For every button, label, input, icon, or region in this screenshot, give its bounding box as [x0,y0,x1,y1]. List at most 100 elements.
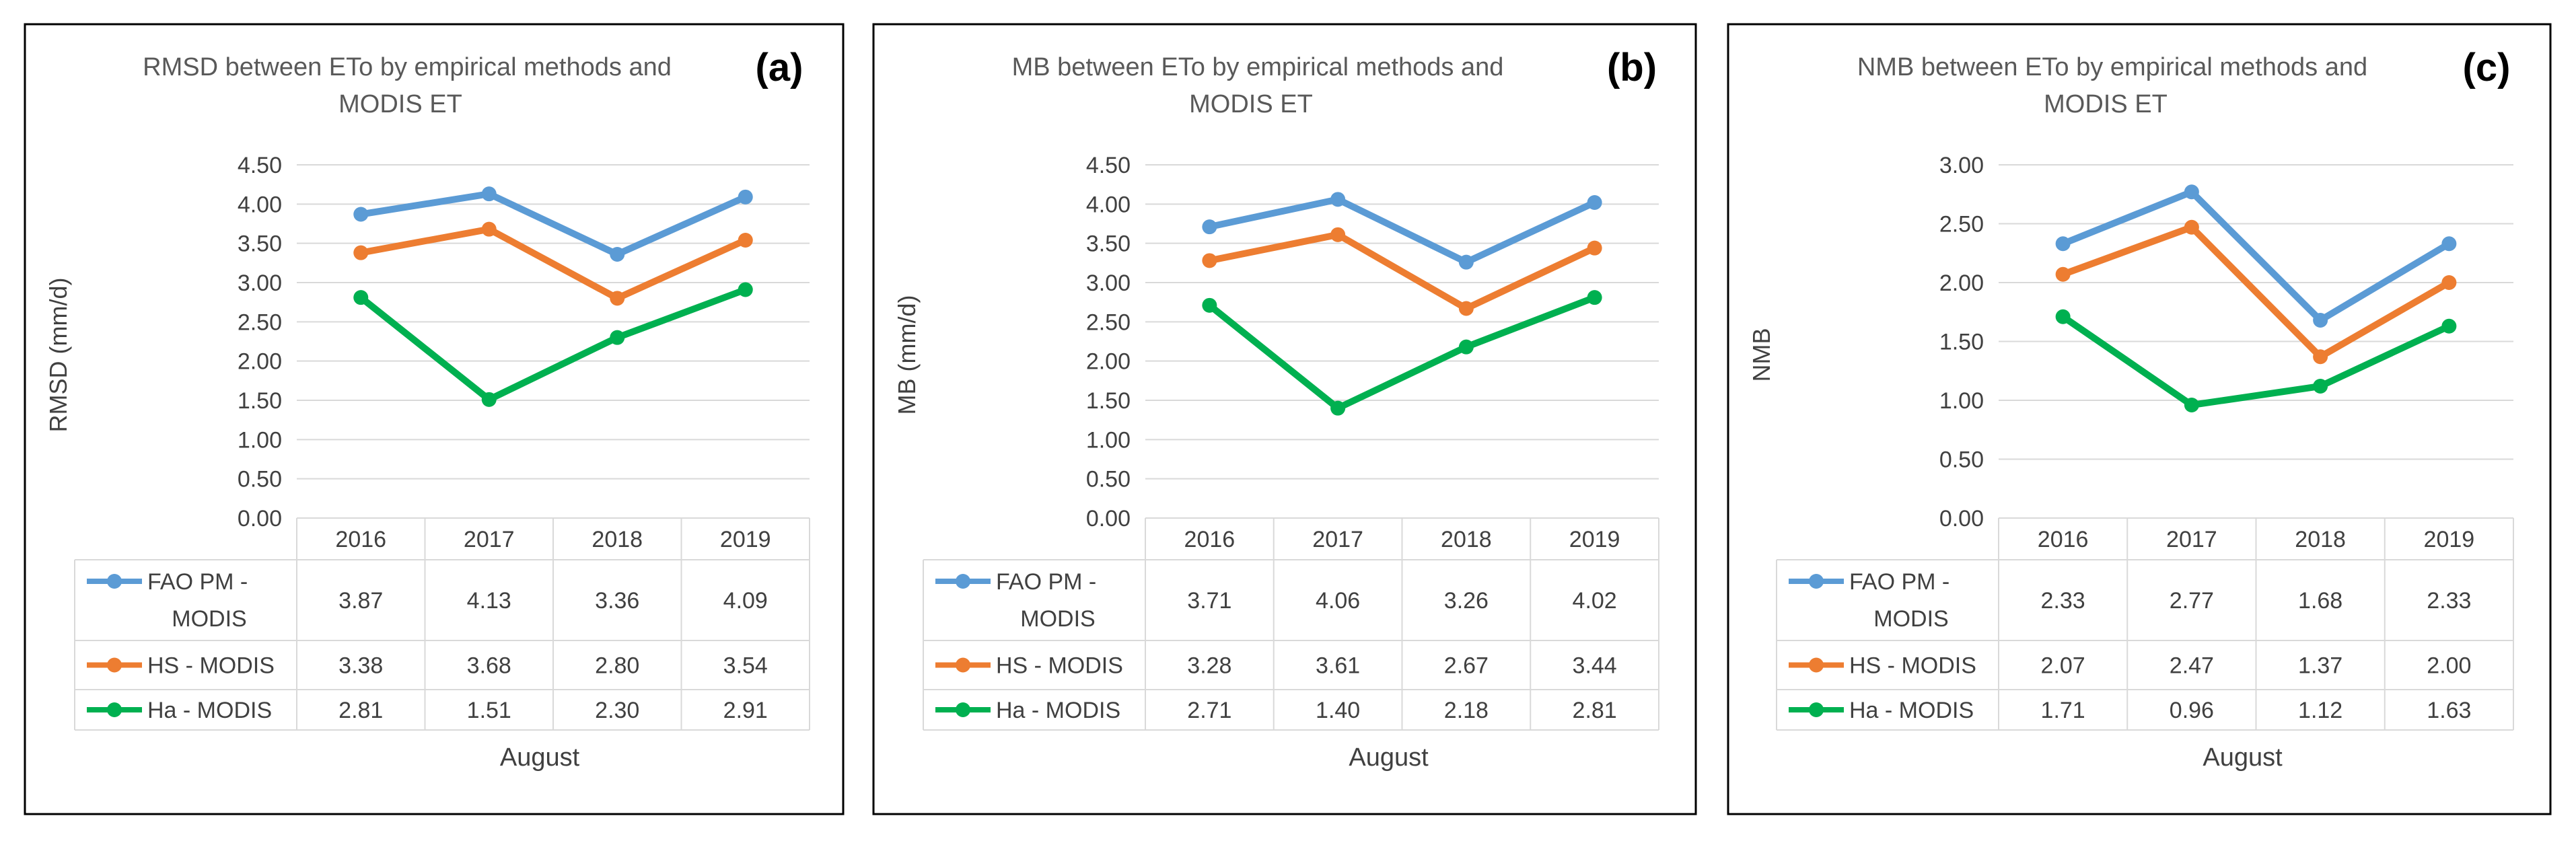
chart-panel-c: NMB between ETo by empirical methods and… [1727,23,2552,815]
data-point [481,392,497,407]
y-tick-label: 2.50 [1939,212,1984,237]
data-point [2441,275,2457,290]
series-3: Ha - MODIS 1.71 0.96 1.12 1.63 [1789,309,2471,723]
data-point [2184,398,2199,412]
legend-key-marker [1809,702,1824,717]
table-value: 2.47 [2170,653,2214,679]
legend-key-marker [956,702,970,717]
legend-key-marker [107,574,122,589]
y-tick-label: 2.00 [238,349,282,375]
legend-label: HS - MODIS [996,653,1123,679]
data-point [1330,192,1346,207]
chart-title-line: MODIS ET [338,90,462,118]
data-point [481,186,497,202]
x-axis-label: August [2203,743,2283,772]
series-2: HS - MODIS 2.07 2.47 1.37 2.00 [1789,219,2471,679]
y-tick-label: 2.50 [1086,309,1131,335]
data-point [1458,301,1474,316]
y-tick-label: 1.00 [238,427,282,453]
y-axis-label: NMB [1748,328,1775,382]
series-line [2059,188,2453,324]
data-point [738,233,753,248]
legend-label: Ha - MODIS [1849,698,1974,723]
y-tick-label: 1.50 [238,388,282,414]
table-value: 0.96 [2170,698,2214,723]
table-value: 2.00 [2427,653,2471,679]
table-value: 3.44 [1573,653,1617,679]
chart-panel-b: MB between ETo by empirical methods and M… [872,23,1697,815]
data-point [2055,266,2071,282]
y-tick-label: 3.00 [1939,153,1984,178]
data-point [1458,339,1474,355]
y-tick-label: 1.00 [1939,388,1984,414]
legend-key-marker [1809,574,1824,589]
x-category-label: 2019 [2424,527,2475,552]
table-value: 3.68 [467,653,511,679]
table-value: 2.81 [1573,698,1617,723]
data-point [1587,290,1602,305]
y-tick-label: 3.00 [238,270,282,296]
legend-label: MODIS [1020,606,1095,632]
y-axis-label: RMSD (mm/d) [44,278,72,433]
x-category-label: 2018 [592,527,643,552]
series-1: FAO PM - MODIS 2.33 2.77 1.68 2.33 [1789,184,2471,632]
table-value: 1.40 [1316,698,1360,723]
table-value: 1.63 [2427,698,2471,723]
data-point [610,330,625,345]
x-category-label: 2016 [1184,527,1236,552]
data-point [2441,236,2457,252]
y-tick-label: 4.00 [238,192,282,217]
data-point [481,221,497,237]
chart-title-line: MB between ETo by empirical methods and [1012,53,1504,81]
x-category-label: 2016 [335,527,386,552]
y-tick-label: 0.50 [1939,447,1984,473]
data-point [1330,227,1346,242]
legend-label: Ha - MODIS [147,698,272,723]
table-value: 2.80 [595,653,639,679]
data-point [2055,236,2071,252]
table-value: 3.54 [723,653,768,679]
table-value: 2.91 [723,698,768,723]
table-value: 2.71 [1187,698,1231,723]
table-value: 3.71 [1187,588,1231,614]
table-value: 1.68 [2298,588,2342,614]
panel-label: (b) [1607,46,1657,89]
y-tick-label: 1.00 [1086,427,1131,453]
legend-label: FAO PM - [1849,569,1949,595]
y-tick-label: 3.50 [238,231,282,257]
table-value: 2.30 [595,698,639,723]
panel-label: (c) [2463,46,2511,89]
series-2: HS - MODIS 3.38 3.68 2.80 3.54 [87,221,768,679]
y-tick-label: 0.50 [1086,467,1131,492]
legend-label: Ha - MODIS [996,698,1120,723]
x-category-label: 2016 [2038,527,2089,552]
legend-label: MODIS [1873,606,1948,632]
data-point [738,282,753,297]
x-category-label: 2017 [1312,527,1363,552]
chart-border [1727,23,2552,815]
data-point [1202,253,1217,268]
data-point [738,189,753,205]
y-tick-label: 2.00 [1939,270,1984,296]
chart-title-line: MODIS ET [1189,90,1313,118]
data-point [1202,297,1217,313]
data-point [2184,184,2199,200]
chart-title-line: RMSD between ETo by empirical methods an… [143,53,672,81]
y-tick-label: 2.50 [238,309,282,335]
table-value: 2.07 [2041,653,2085,679]
x-category-label: 2019 [720,527,771,552]
series-line [1206,231,1598,312]
data-point [1330,400,1346,416]
legend-label: HS - MODIS [1849,653,1976,679]
data-point [353,207,369,222]
y-tick-label: 3.00 [1086,270,1131,296]
data-point [1587,195,1602,210]
y-tick-label: 0.00 [238,506,282,532]
series-line [1206,196,1598,266]
data-table: 2016 2017 2018 2019 [923,517,1659,731]
table-value: 3.38 [338,653,383,679]
legend-key-marker [956,657,970,673]
data-table: 2016 2017 2018 2019 [1776,517,2514,731]
table-value: 4.02 [1573,588,1617,614]
